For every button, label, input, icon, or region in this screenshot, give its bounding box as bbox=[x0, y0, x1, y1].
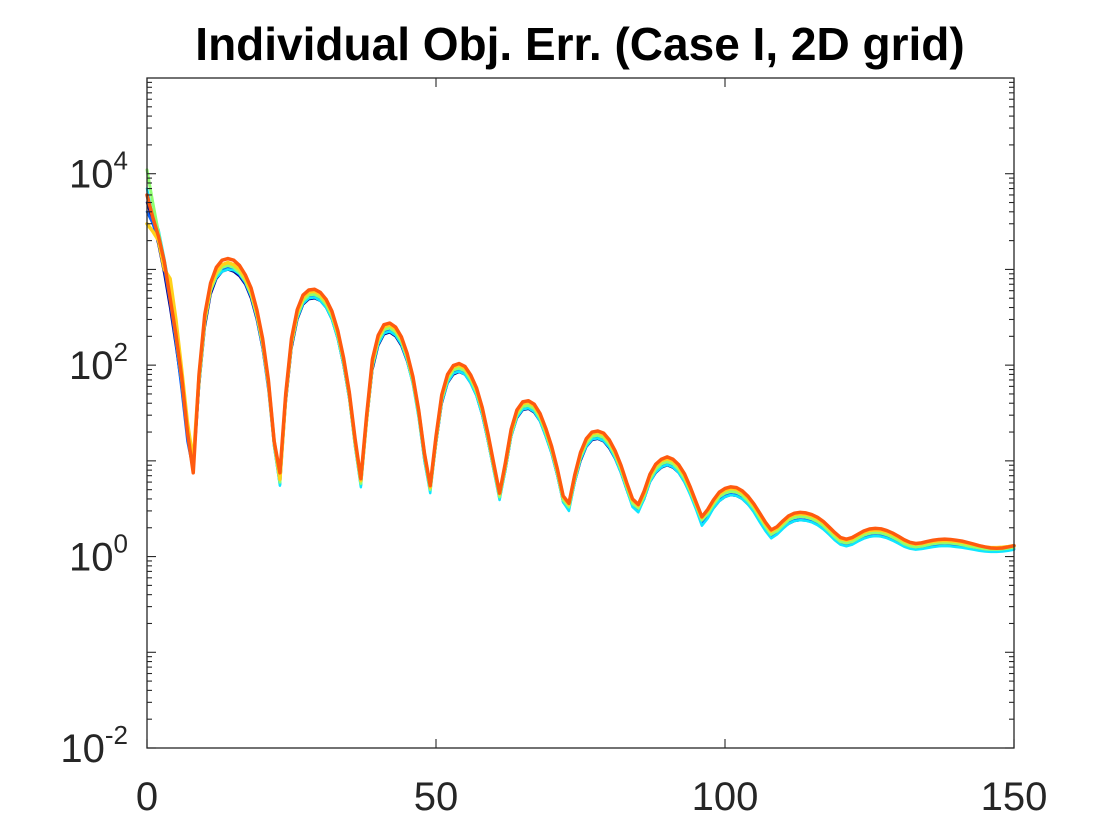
y-tick-label: 100 bbox=[69, 529, 128, 580]
series-line-3 bbox=[145, 187, 1016, 554]
series-line-5 bbox=[145, 222, 1016, 550]
y-tick-exponent: 4 bbox=[114, 146, 128, 176]
series-line-2 bbox=[145, 210, 1016, 553]
y-tick-exponent: 0 bbox=[114, 529, 128, 559]
y-tick-base: 10 bbox=[60, 727, 105, 771]
y-tick-label: 102 bbox=[69, 337, 128, 388]
x-tick-label: 0 bbox=[136, 775, 158, 819]
series-line-4 bbox=[145, 168, 1016, 551]
y-tick-exponent: -2 bbox=[105, 720, 128, 750]
y-tick-base: 10 bbox=[69, 536, 114, 580]
axes bbox=[146, 77, 1015, 749]
series-line-6 bbox=[145, 193, 1016, 551]
x-tick-label: 100 bbox=[692, 775, 759, 819]
y-tick-exponent: 2 bbox=[114, 337, 128, 367]
x-tick-label: 150 bbox=[981, 775, 1048, 819]
y-tick-base: 10 bbox=[69, 344, 114, 388]
series-line-1 bbox=[145, 201, 1016, 553]
tick-marks bbox=[146, 78, 1015, 749]
y-tick-label: 10-2 bbox=[60, 720, 128, 771]
chart-title: Individual Obj. Err. (Case I, 2D grid) bbox=[195, 18, 964, 70]
plot-frame bbox=[146, 77, 1015, 749]
y-tick-base: 10 bbox=[69, 153, 114, 197]
y-tick-label: 104 bbox=[69, 146, 128, 197]
x-tick-label: 50 bbox=[414, 775, 459, 819]
plot-area bbox=[145, 168, 1016, 554]
